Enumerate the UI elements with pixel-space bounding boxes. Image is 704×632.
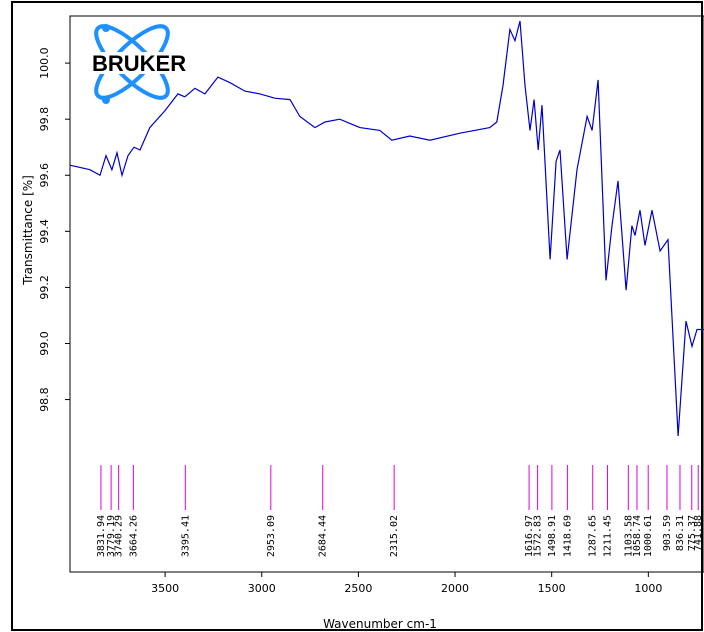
peak-label: 3664.26: [128, 515, 139, 557]
peak-label: 1287.65: [588, 515, 599, 557]
spectrum-line: [69, 20, 704, 437]
logo-dot: [102, 24, 110, 32]
x-tick-label: 1500: [538, 582, 566, 595]
peak-label: 3831.94: [96, 515, 107, 557]
peak-label: 3395.41: [180, 515, 191, 557]
x-tick-label: 1000: [634, 582, 662, 595]
x-tick-label: 3500: [151, 582, 179, 595]
peak-label: 1572.83: [533, 515, 544, 557]
y-tick-label: 99.4: [38, 219, 51, 244]
peak-label: 741.88: [693, 515, 704, 551]
y-tick-label: 99.0: [38, 331, 51, 356]
plot-frame: [69, 15, 704, 573]
x-tick-label: 3000: [248, 582, 276, 595]
x-axis-label: Wavenumber cm-1: [323, 617, 437, 631]
peak-label: 2315.02: [389, 515, 400, 557]
peak-label: 1211.45: [602, 515, 613, 557]
x-tick-label: 2000: [441, 582, 469, 595]
logo-backdrop: [90, 52, 178, 74]
peak-label: 3779.19: [106, 515, 117, 557]
y-axis-label: Transmittance [%]: [21, 175, 35, 286]
y-tick-label: 98.8: [38, 387, 51, 412]
peak-label: 775.37: [687, 515, 698, 551]
peak-label: 3740.29: [114, 515, 125, 557]
y-tick-label: 99.8: [38, 107, 51, 131]
logo-text: BRUKER: [92, 51, 186, 76]
y-tick-label: 99.2: [38, 275, 51, 300]
y-tick-label: 99.6: [38, 163, 51, 188]
peak-label: 1616.97: [524, 515, 535, 557]
peak-label: 1103.58: [623, 515, 634, 557]
peak-label: 1000.61: [643, 515, 654, 557]
peak-label: 2684.44: [318, 515, 329, 557]
logo: BRUKER: [90, 24, 186, 104]
page-border: [11, 1, 703, 631]
peak-label: 836.31: [675, 515, 686, 551]
peak-label: 1418.69: [562, 515, 573, 557]
peak-label: 2953.09: [266, 515, 277, 557]
peak-label: 1498.91: [547, 515, 558, 557]
y-tick-label: 100.0: [38, 47, 51, 78]
peak-label: 903.59: [662, 515, 673, 551]
peak-label: 1058.74: [632, 515, 643, 557]
x-tick-label: 2500: [344, 582, 372, 595]
logo-dot: [102, 96, 110, 104]
